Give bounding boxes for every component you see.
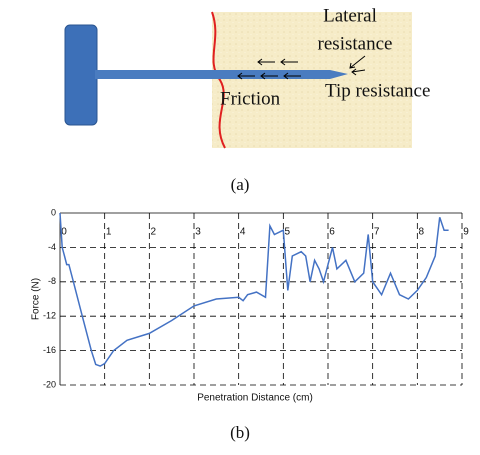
x-tick-label: 3 (195, 227, 201, 238)
x-tick-label: 8 (419, 227, 425, 238)
y-tick-label: -20 (43, 379, 56, 389)
x-tick-label: 6 (329, 227, 335, 238)
x-tick-label: 4 (240, 227, 246, 238)
x-tick-label: 7 (374, 227, 380, 238)
x-tick-label: 5 (285, 227, 291, 238)
soil-surface (211, 11, 226, 149)
y-tick-label: -12 (43, 311, 56, 321)
label: Friction (220, 88, 281, 109)
y-tick-label: -8 (48, 276, 56, 286)
line-series (59, 212, 449, 367)
probe (95, 70, 348, 79)
label: Tip resistance (325, 80, 430, 101)
caption: (b) (230, 423, 250, 442)
y-tick-label: -16 (43, 345, 56, 355)
soil (212, 12, 412, 148)
x-tick-label: 0 (61, 227, 67, 238)
label: Lateral (323, 5, 377, 26)
x-tick-label: 2 (151, 227, 157, 238)
x-tick-label: 9 (463, 227, 469, 238)
x-tick-label: 1 (106, 227, 112, 238)
label: resistance (318, 33, 393, 54)
caption: (a) (231, 175, 250, 194)
x-axis-title: Penetration Distance (cm) (197, 393, 313, 404)
arrows (237, 55, 366, 80)
handle (64, 24, 98, 126)
diagram: Lateral resistance Friction Tip resistan… (64, 5, 430, 194)
y-tick-label: -4 (48, 242, 56, 252)
chart: Penetration Distance (cm) Force (N) (b) … (31, 207, 470, 442)
y-tick-label: 0 (51, 207, 56, 217)
y-axis-title: Force (N) (31, 278, 42, 320)
